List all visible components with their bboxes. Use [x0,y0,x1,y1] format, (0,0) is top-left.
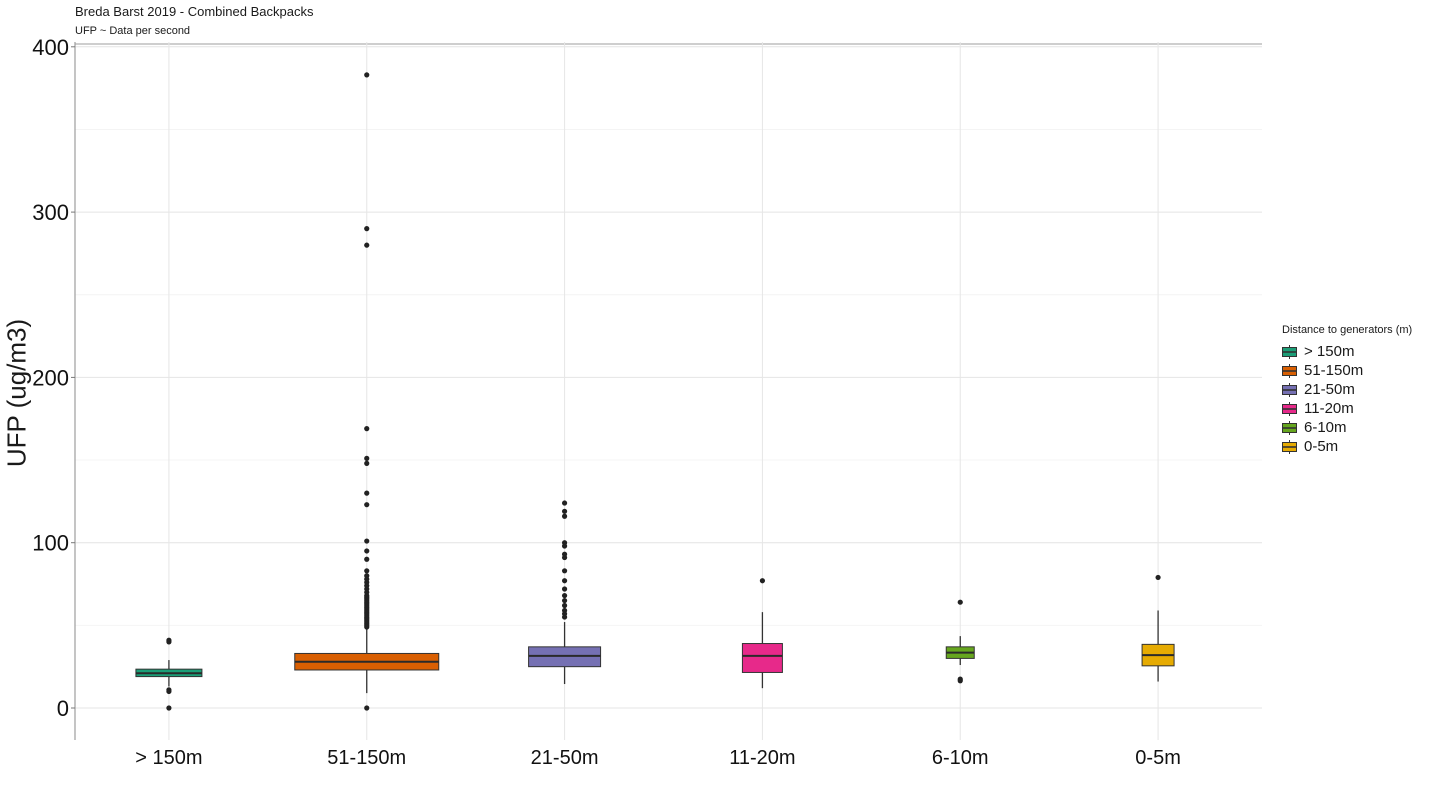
outlier-point [561,578,568,584]
outlier-point [561,568,568,574]
outlier-point [561,592,568,599]
outlier-point [561,586,568,592]
legend-item: > 150m [1282,342,1412,361]
legend-label: > 150m [1304,343,1355,360]
outlier-point [364,226,370,232]
legend-item: 11-20m [1282,399,1412,418]
legend-item: 0-5m [1282,437,1412,456]
outlier-point [364,538,370,544]
legend-label: 51-150m [1304,362,1364,379]
outlier-point [561,508,568,514]
legend-label: 6-10m [1304,419,1347,436]
box [741,643,783,673]
legend-label: 21-50m [1304,381,1355,398]
outlier-point [166,687,172,693]
legend-key-icon [1282,382,1297,397]
legend-label: 11-20m [1304,400,1354,417]
outlier-point [364,568,370,574]
outlier-point [364,705,370,711]
outlier-point [364,490,370,496]
outlier-point [561,607,568,614]
outlier-point [364,502,370,508]
outlier-point [364,573,370,579]
outlier-point [166,705,172,711]
outlier-point [1155,574,1161,581]
x-tick-label: 51-150m [327,747,406,769]
x-tick-label: 21-50m [531,747,599,769]
legend-item: 51-150m [1282,361,1412,380]
legend-item: 21-50m [1282,380,1412,399]
outlier-point [364,242,370,248]
outlier-point [561,540,568,546]
y-tick-label: 100 [32,531,69,556]
x-tick-label: 0-5m [1135,747,1181,769]
outlier-point [561,513,568,519]
outlier-point [957,599,963,605]
outlier-point [561,602,568,609]
outlier-point [364,72,370,78]
y-tick-label: 400 [32,35,69,60]
legend-label: 0-5m [1304,438,1339,455]
outlier-point [364,548,370,554]
legend-title: Distance to generators (m) [1282,324,1413,336]
boxplot-5 [1141,574,1175,682]
y-tick-label: 0 [57,696,69,721]
y-tick-label: 300 [32,200,69,225]
boxplot-0 [135,637,203,711]
legend-key-icon [1282,439,1297,454]
outlier-point [561,500,568,506]
outlier-point [561,551,568,557]
legend-key-icon [1282,344,1297,359]
boxplot-2 [528,500,602,685]
legend-item: 6-10m [1282,418,1412,437]
x-tick-label: 11-20m [729,747,795,769]
outlier-point [957,676,963,682]
outlier-point [364,556,370,562]
legend-key-icon [1282,401,1297,416]
legend-items: > 150m 51-150m 21-50m 11-20m 6-10m 0-5m [1282,342,1412,456]
legend-key-icon [1282,363,1297,378]
outlier-point [364,426,370,432]
outlier-point [364,460,370,466]
plot-panel [75,42,1262,740]
boxplot-1 [294,72,440,711]
chart-title: Breda Barst 2019 - Combined Backpacks [75,4,314,19]
boxplot-3 [741,578,783,689]
chart-subtitle: UFP ~ Data per second [75,25,191,37]
outlier-point [166,637,172,643]
legend: Distance to generators (m) > 150m 51-150m… [1282,324,1412,456]
x-tick-label: > 150m [135,747,202,769]
y-tick-label: 200 [32,365,69,390]
legend-key-icon [1282,420,1297,435]
outlier-point [364,455,370,461]
x-tick-label: 6-10m [932,747,989,769]
outlier-point [561,597,568,604]
boxplot-4 [945,599,975,684]
outlier-point [759,578,766,584]
